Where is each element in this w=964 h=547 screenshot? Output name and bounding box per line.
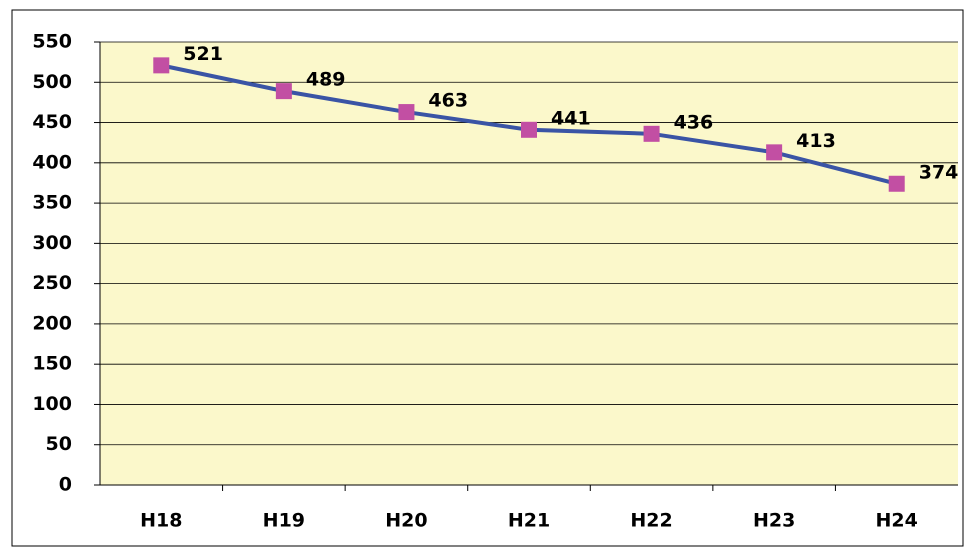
x-tick-label: H20	[385, 510, 427, 532]
marker	[398, 104, 415, 121]
x-tick-label: H24	[876, 510, 918, 532]
y-tick-label: 350	[32, 192, 72, 214]
marker	[275, 83, 292, 100]
data-label: 489	[306, 69, 346, 91]
x-tick-label: H19	[263, 510, 305, 532]
y-tick-label: 500	[32, 71, 72, 93]
marker	[888, 175, 905, 192]
x-tick-label: H21	[508, 510, 550, 532]
y-tick-label: 550	[32, 31, 72, 53]
data-label: 441	[551, 107, 591, 129]
y-tick-label: 100	[32, 393, 72, 415]
y-tick-label: 450	[32, 111, 72, 133]
y-tick-label: 300	[32, 232, 72, 254]
marker	[643, 125, 660, 142]
marker	[766, 144, 783, 161]
marker	[153, 57, 170, 74]
y-tick-label: 0	[59, 474, 72, 496]
x-tick-label: H23	[753, 510, 795, 532]
data-label: 463	[428, 90, 468, 112]
marker	[521, 121, 537, 138]
data-label: 374	[919, 161, 959, 183]
data-label: 521	[183, 43, 223, 65]
y-tick-label: 50	[46, 433, 72, 455]
plot-area	[100, 42, 958, 485]
y-tick-label: 200	[32, 312, 72, 334]
x-tick-label: H18	[140, 510, 182, 532]
data-label: 436	[674, 111, 714, 133]
x-tick-label: H22	[630, 510, 672, 532]
data-label: 413	[796, 130, 836, 152]
y-tick-label: 250	[32, 272, 72, 294]
y-tick-label: 400	[32, 151, 72, 173]
y-tick-label: 150	[32, 353, 72, 375]
